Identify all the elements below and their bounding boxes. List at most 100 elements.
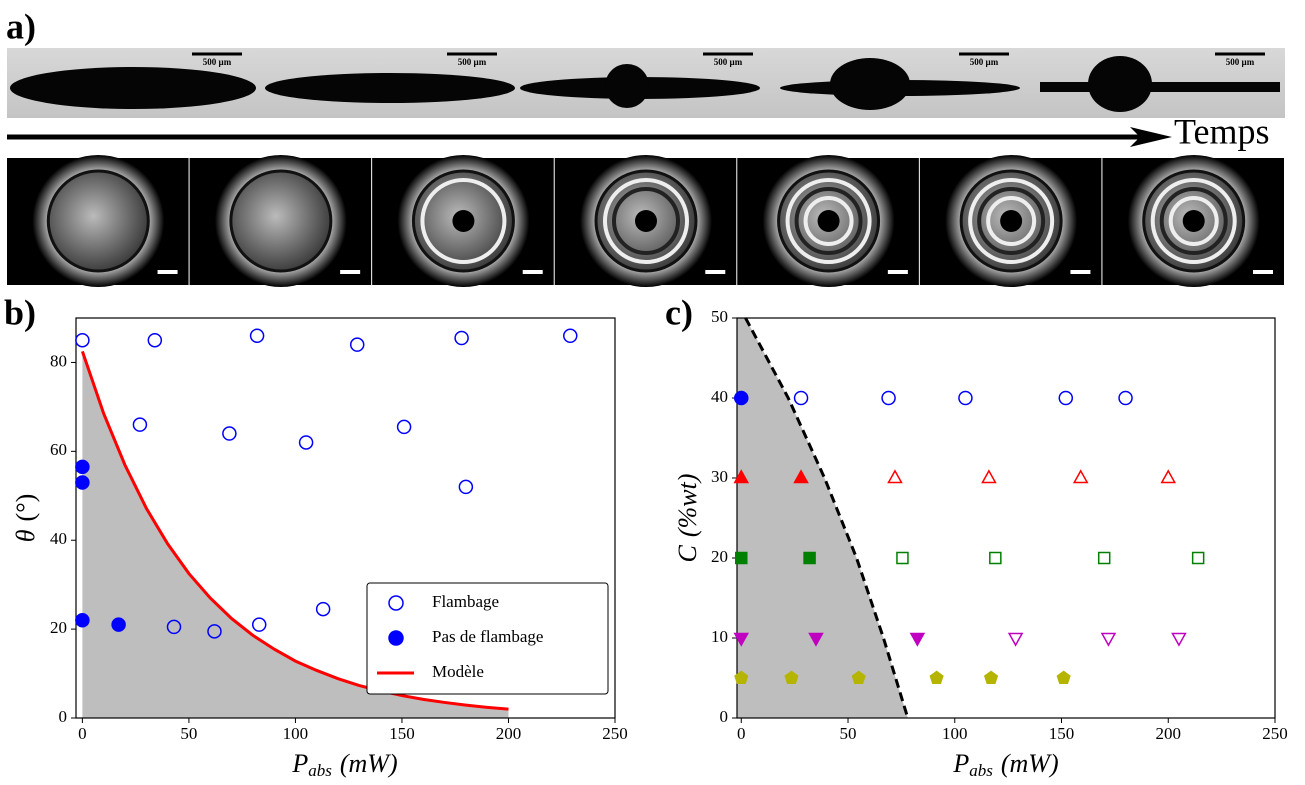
y-tick-label: 50 xyxy=(711,307,728,326)
y-tick-label: 0 xyxy=(720,707,729,726)
ring xyxy=(420,178,507,264)
x-tick-label: 250 xyxy=(602,724,628,743)
plot-frame xyxy=(75,317,616,719)
point xyxy=(1072,469,1089,484)
point xyxy=(222,426,237,441)
point xyxy=(75,459,90,475)
arrow-head xyxy=(1130,127,1172,147)
scale-bar-label: 500 µm xyxy=(1226,57,1255,67)
legend-label: Pas de flambage xyxy=(432,627,543,646)
x-label-main: P xyxy=(952,749,969,778)
x-axis-label: Pabs (mW) xyxy=(291,749,397,780)
point xyxy=(733,469,750,484)
point xyxy=(1118,390,1133,406)
point xyxy=(75,612,90,628)
ring xyxy=(977,187,1046,255)
y-label-main: θ xyxy=(11,529,40,542)
x-tick-label: 0 xyxy=(78,724,87,743)
shaded-region xyxy=(737,318,908,718)
point xyxy=(851,670,866,685)
x-axis-label: Pabs (mW) xyxy=(952,749,1058,780)
point xyxy=(1007,632,1024,647)
ring xyxy=(803,196,854,246)
core xyxy=(1000,210,1023,232)
point xyxy=(111,617,126,632)
time-label: Temps xyxy=(1174,111,1269,151)
ring xyxy=(1159,187,1228,255)
point xyxy=(166,619,182,635)
x-label-sub: abs xyxy=(308,761,332,780)
ring xyxy=(603,178,689,264)
ring xyxy=(986,196,1037,246)
point xyxy=(793,469,809,484)
core xyxy=(1182,210,1205,232)
point xyxy=(929,670,944,685)
panel-label: a) xyxy=(6,6,36,46)
legend-label: Flambage xyxy=(432,592,499,611)
legend-swatch xyxy=(388,595,404,611)
point xyxy=(1058,390,1074,406)
point xyxy=(887,469,903,484)
plot-frame xyxy=(736,317,1276,719)
y-label-main: C xyxy=(673,544,702,562)
point xyxy=(454,330,469,346)
point xyxy=(909,632,926,647)
point xyxy=(1100,632,1117,647)
legend-swatch xyxy=(388,630,404,646)
point xyxy=(75,475,90,490)
point xyxy=(563,328,578,344)
chart: c) 0 50 100 150 200 250 0 10 20 30 40 50 Pabs (mW) C (%w… xyxy=(665,292,1288,780)
point xyxy=(1097,551,1111,565)
point xyxy=(349,337,365,352)
point xyxy=(958,390,973,406)
y-tick-label: 60 xyxy=(50,440,67,459)
core xyxy=(635,210,657,232)
droplet xyxy=(46,169,150,273)
ring xyxy=(1150,178,1237,264)
ring xyxy=(968,178,1055,264)
x-tick-label: 50 xyxy=(840,724,857,743)
point xyxy=(981,469,997,484)
panel-label: c) xyxy=(665,292,693,332)
chart: b) 0 50 100 150 200 250 0 20 40 60 80 Pabs (mW) θ (°) Fl… xyxy=(4,292,628,780)
y-tick-label: 40 xyxy=(711,387,728,406)
x-label-main: P xyxy=(291,749,308,778)
point xyxy=(989,551,1002,565)
point xyxy=(1171,632,1187,647)
panel-label: b) xyxy=(4,292,36,332)
x-tick-label: 150 xyxy=(1049,724,1075,743)
y-tick-label: 30 xyxy=(711,467,728,486)
scale-bar-label: 500 µm xyxy=(714,57,743,67)
x-tick-label: 0 xyxy=(737,724,746,743)
legend-box xyxy=(366,582,609,695)
y-label-unit: (%wt) xyxy=(673,474,702,538)
x-tick-label: 250 xyxy=(1262,724,1288,743)
point xyxy=(315,601,331,617)
y-tick-label: 20 xyxy=(711,547,728,566)
x-label-unit: (mW) xyxy=(340,749,398,778)
point xyxy=(75,332,90,348)
x-tick-label: 100 xyxy=(283,724,309,743)
line xyxy=(744,317,910,719)
y-tick-label: 10 xyxy=(711,627,728,646)
core xyxy=(817,210,840,232)
scale-bar-label: 500 µm xyxy=(970,57,999,67)
ring xyxy=(612,187,680,255)
legend-label: Modèle xyxy=(432,662,484,681)
x-tick-label: 150 xyxy=(389,724,415,743)
point xyxy=(803,551,816,565)
core xyxy=(452,210,475,232)
point xyxy=(1191,551,1205,565)
droplet xyxy=(229,169,333,273)
y-axis-label: θ (°) xyxy=(11,494,40,543)
y-tick-label: 80 xyxy=(50,351,67,370)
point xyxy=(458,479,474,495)
point xyxy=(793,390,809,406)
ring xyxy=(1168,196,1219,246)
scale-bar-label: 500 µm xyxy=(458,57,487,67)
ring xyxy=(794,187,863,255)
point xyxy=(251,617,267,632)
x-tick-label: 100 xyxy=(942,724,968,743)
y-tick-label: 40 xyxy=(50,529,67,548)
